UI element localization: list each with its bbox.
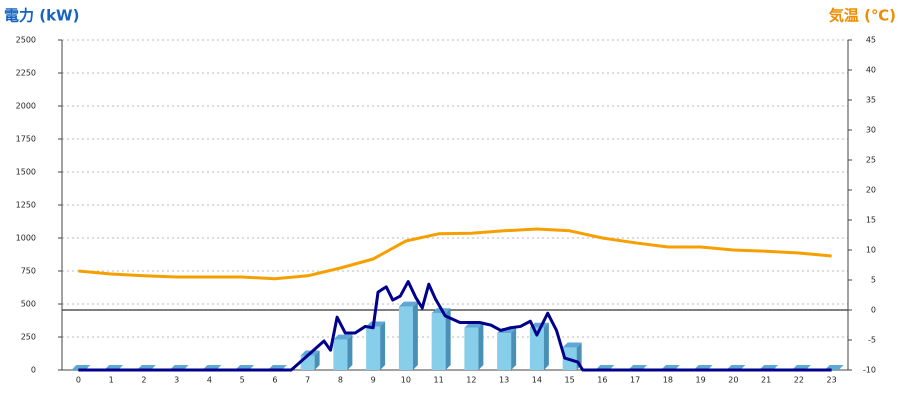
x-tick-label: 4 <box>207 376 212 385</box>
bar-side <box>511 328 517 370</box>
x-tick-label: 16 <box>597 376 607 385</box>
bar <box>497 333 512 370</box>
bar <box>366 326 381 370</box>
x-tick-label: 19 <box>696 376 706 385</box>
y-tick-label: 1000 <box>16 234 36 243</box>
x-tick-label: 11 <box>434 376 444 385</box>
x-tick-label: 0 <box>76 376 81 385</box>
x-tick-label: 15 <box>565 376 575 385</box>
y2-tick-label: -10 <box>863 366 876 375</box>
x-tick-label: 2 <box>141 376 146 385</box>
bar-side <box>347 334 353 370</box>
bar-top <box>333 334 353 340</box>
bar-side <box>543 322 549 370</box>
y-tick-label: 1250 <box>16 201 36 210</box>
bar-side <box>314 350 320 370</box>
y2-tick-label: 25 <box>866 156 876 165</box>
y2-tick-label: 0 <box>871 306 876 315</box>
y2-tick-label: 45 <box>866 36 876 45</box>
y-axis-title: 電力 (kW) <box>4 7 79 25</box>
bar <box>464 327 479 370</box>
y2-axis-title: 気温 (℃) <box>829 7 896 25</box>
bar <box>431 313 446 370</box>
x-tick-label: 22 <box>794 376 804 385</box>
bar-top <box>529 322 549 328</box>
y2-tick-label: -5 <box>868 336 876 345</box>
x-tick-label: 20 <box>728 376 738 385</box>
y-tick-label: 750 <box>21 267 36 276</box>
bar-side <box>380 321 386 370</box>
x-tick-label: 14 <box>532 376 542 385</box>
bar-top <box>398 301 418 307</box>
y2-tick-label: 20 <box>866 186 876 195</box>
line <box>78 227 832 281</box>
bar-side <box>445 308 451 370</box>
x-tick-label: 18 <box>663 376 673 385</box>
y2-tick-label: 15 <box>866 216 876 225</box>
bar-top <box>366 321 386 327</box>
y2-tick-label: 10 <box>866 246 876 255</box>
y2-tick-label: 30 <box>866 126 876 135</box>
bar <box>333 339 348 370</box>
y-tick-label: 0 <box>31 366 36 375</box>
bar-top <box>562 342 582 348</box>
bar-side <box>478 322 484 370</box>
y-tick-label: 2000 <box>16 102 36 111</box>
y-tick-label: 2250 <box>16 69 36 78</box>
bar <box>398 306 413 370</box>
x-tick-label: 6 <box>272 376 277 385</box>
y-tick-label: 500 <box>21 300 36 309</box>
x-tick-label: 7 <box>305 376 310 385</box>
x-tick-label: 9 <box>371 376 376 385</box>
x-tick-label: 3 <box>174 376 179 385</box>
y2-tick-label: 5 <box>871 276 876 285</box>
bar <box>529 327 544 370</box>
bar <box>300 355 315 370</box>
x-tick-label: 8 <box>338 376 343 385</box>
bar-side <box>412 301 418 370</box>
x-tick-label: 12 <box>466 376 476 385</box>
y2-tick-label: 35 <box>866 96 876 105</box>
x-tick-label: 13 <box>499 376 509 385</box>
y2-tick-label: 40 <box>866 66 876 75</box>
x-tick-label: 17 <box>630 376 640 385</box>
y-tick-label: 1500 <box>16 168 36 177</box>
x-tick-label: 21 <box>761 376 771 385</box>
x-tick-label: 5 <box>240 376 245 385</box>
x-tick-label: 10 <box>401 376 411 385</box>
y-tick-label: 1750 <box>16 135 36 144</box>
bar-top <box>464 322 484 328</box>
line <box>78 280 832 372</box>
x-tick-label: 23 <box>827 376 837 385</box>
x-tick-label: 1 <box>109 376 114 385</box>
y-tick-label: 2500 <box>16 36 36 45</box>
y-tick-label: 250 <box>21 333 36 342</box>
